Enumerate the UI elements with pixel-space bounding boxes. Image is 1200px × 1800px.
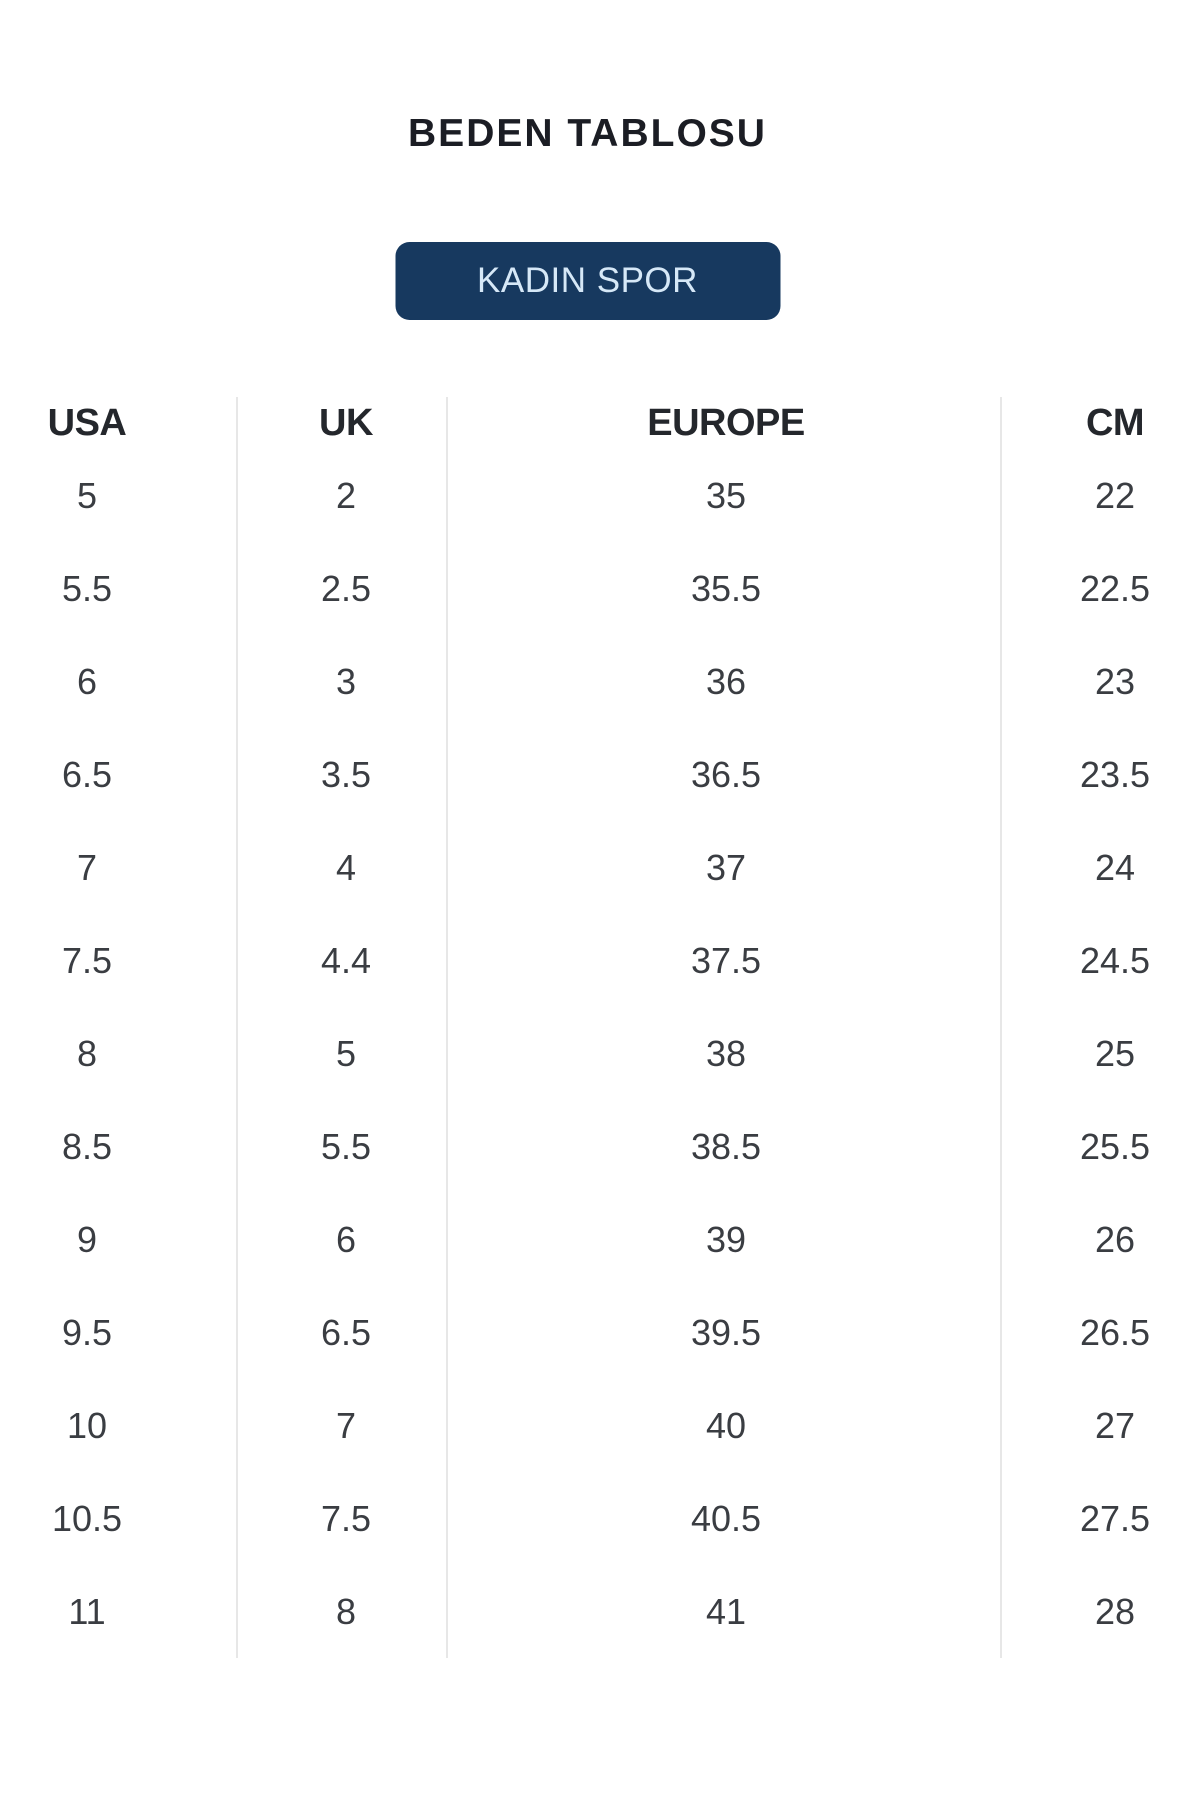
cell-cm: 25 xyxy=(1094,1032,1136,1074)
cell-cm: 27.5 xyxy=(1079,1497,1151,1539)
cell-europe: 41 xyxy=(448,1565,1002,1658)
cell-usa: 8.5 xyxy=(0,1100,238,1193)
cell-cm: 23.5 xyxy=(1079,753,1151,795)
table-row: 5 2 35 22 xyxy=(0,449,1200,542)
table-row: 11 8 41 28 xyxy=(0,1565,1200,1658)
cell-usa: 10 xyxy=(0,1379,238,1472)
table-row: 6 3 36 23 xyxy=(0,635,1200,728)
cell-uk: 4 xyxy=(238,821,448,914)
cell-cm: 26 xyxy=(1094,1218,1136,1260)
cell-uk: 7.5 xyxy=(238,1472,448,1565)
cell-usa: 9.5 xyxy=(0,1286,238,1379)
cell-cm: 22 xyxy=(1094,474,1136,516)
cell-europe: 37 xyxy=(448,821,1002,914)
cell-cm: 28 xyxy=(1094,1590,1136,1632)
cell-europe: 35 xyxy=(448,449,1002,542)
cell-cm: 26.5 xyxy=(1079,1311,1151,1353)
cell-cm: 22.5 xyxy=(1079,567,1151,609)
cell-cm: 23 xyxy=(1094,660,1136,702)
cell-europe: 36 xyxy=(448,635,1002,728)
category-button-kadin-spor[interactable]: KADIN SPOR xyxy=(395,242,780,320)
table-row: 5.5 2.5 35.5 22.5 xyxy=(0,542,1200,635)
cell-uk: 5 xyxy=(238,1007,448,1100)
table-row: 6.5 3.5 36.5 23.5 xyxy=(0,728,1200,821)
cell-uk: 4.4 xyxy=(238,914,448,1007)
table-row: 9.5 6.5 39.5 26.5 xyxy=(0,1286,1200,1379)
cell-usa: 7 xyxy=(0,821,238,914)
cell-uk: 6.5 xyxy=(238,1286,448,1379)
cell-europe: 40.5 xyxy=(448,1472,1002,1565)
table-row: 8 5 38 25 xyxy=(0,1007,1200,1100)
cell-europe: 38 xyxy=(448,1007,1002,1100)
cell-europe: 37.5 xyxy=(448,914,1002,1007)
cell-europe: 39 xyxy=(448,1193,1002,1286)
table-row: 10.5 7.5 40.5 27.5 xyxy=(0,1472,1200,1565)
cell-usa: 5.5 xyxy=(0,542,238,635)
cell-europe: 40 xyxy=(448,1379,1002,1472)
table-header-row: USA UK EUROPE CM xyxy=(0,397,1200,449)
cell-usa: 6.5 xyxy=(0,728,238,821)
cell-usa: 7.5 xyxy=(0,914,238,1007)
cell-cm: 24 xyxy=(1094,846,1136,888)
table-row: 8.5 5.5 38.5 25.5 xyxy=(0,1100,1200,1193)
size-conversion-table: USA UK EUROPE CM 5 2 35 22 5.5 2.5 35.5 … xyxy=(0,397,1200,1658)
cell-usa: 6 xyxy=(0,635,238,728)
cell-uk: 3 xyxy=(238,635,448,728)
cell-europe: 39.5 xyxy=(448,1286,1002,1379)
table-row: 7 4 37 24 xyxy=(0,821,1200,914)
cell-uk: 3.5 xyxy=(238,728,448,821)
cell-uk: 7 xyxy=(238,1379,448,1472)
page-title: BEDEN TABLOSU xyxy=(408,112,767,155)
cell-uk: 2.5 xyxy=(238,542,448,635)
cell-usa: 11 xyxy=(0,1565,238,1658)
cell-usa: 8 xyxy=(0,1007,238,1100)
cell-europe: 35.5 xyxy=(448,542,1002,635)
column-header-cm: CM xyxy=(1085,401,1145,444)
cell-uk: 8 xyxy=(238,1565,448,1658)
table-row: 9 6 39 26 xyxy=(0,1193,1200,1286)
cell-uk: 6 xyxy=(238,1193,448,1286)
cell-europe: 38.5 xyxy=(448,1100,1002,1193)
column-header-europe: EUROPE xyxy=(448,397,1002,449)
cell-cm: 24.5 xyxy=(1079,939,1151,981)
table-row: 10 7 40 27 xyxy=(0,1379,1200,1472)
cell-uk: 2 xyxy=(238,449,448,542)
cell-cm: 27 xyxy=(1094,1404,1136,1446)
table-body: 5 2 35 22 5.5 2.5 35.5 22.5 6 3 36 23 6.… xyxy=(0,449,1200,1658)
column-header-uk: UK xyxy=(238,397,448,449)
cell-cm: 25.5 xyxy=(1079,1125,1151,1167)
cell-uk: 5.5 xyxy=(238,1100,448,1193)
column-header-usa: USA xyxy=(0,397,238,449)
cell-europe: 36.5 xyxy=(448,728,1002,821)
cell-usa: 9 xyxy=(0,1193,238,1286)
table-row: 7.5 4.4 37.5 24.5 xyxy=(0,914,1200,1007)
cell-usa: 5 xyxy=(0,449,238,542)
cell-usa: 10.5 xyxy=(0,1472,238,1565)
